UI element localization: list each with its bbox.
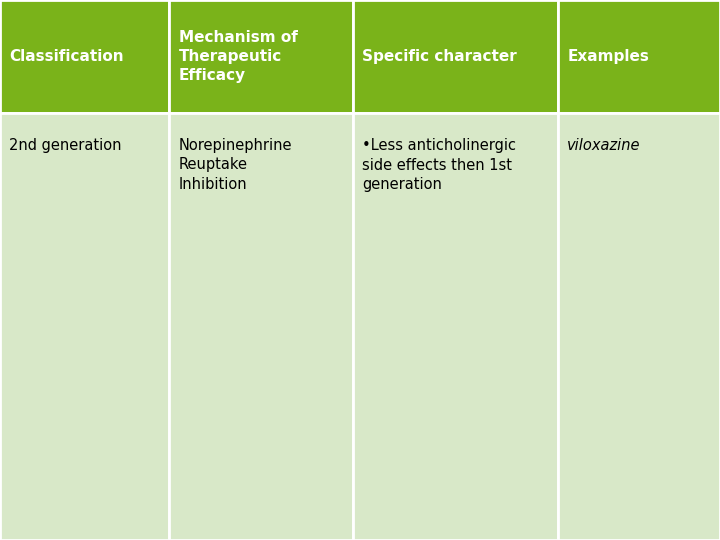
Bar (169, 0, 353, 113)
Text: Examples: Examples (567, 49, 649, 64)
Bar (558, 113, 720, 540)
Bar (353, 113, 558, 540)
Bar (353, 0, 558, 113)
Text: Mechanism of
Therapeutic
Efficacy: Mechanism of Therapeutic Efficacy (179, 30, 297, 83)
Text: Norepinephrine
Reuptake
Inhibition: Norepinephrine Reuptake Inhibition (179, 138, 292, 192)
Text: Classification: Classification (9, 49, 124, 64)
Text: viloxazine: viloxazine (567, 138, 641, 153)
Text: •Less anticholinergic
side effects then 1st
generation: •Less anticholinergic side effects then … (362, 138, 516, 192)
Text: Specific character: Specific character (362, 49, 517, 64)
Bar (558, 0, 720, 113)
Bar (0, 0, 169, 113)
Bar (0, 113, 169, 540)
Text: 2nd generation: 2nd generation (9, 138, 122, 153)
Bar (169, 113, 353, 540)
